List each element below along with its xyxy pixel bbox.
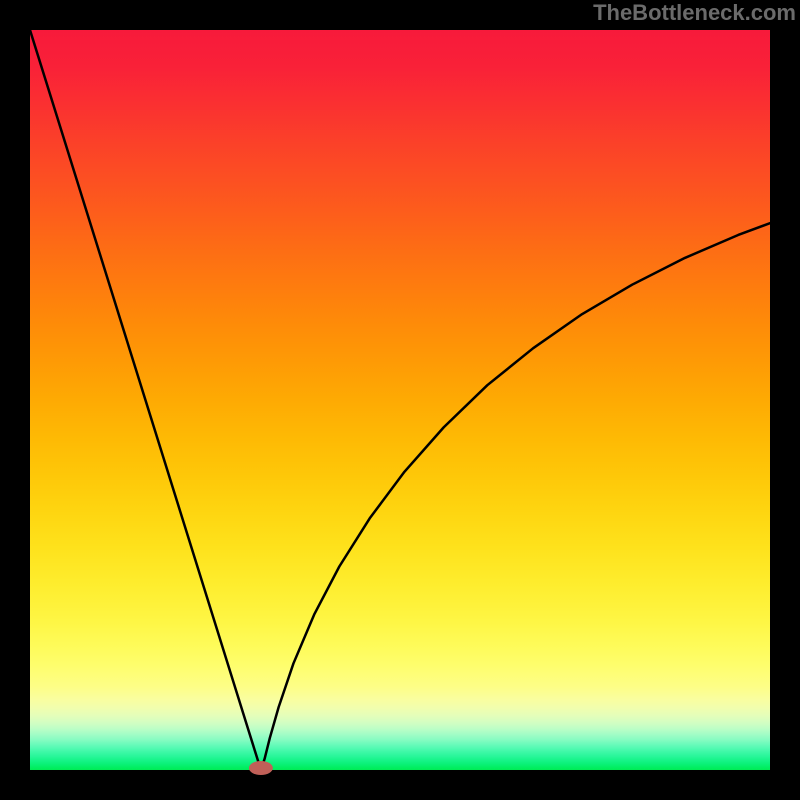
vertex-marker	[249, 761, 273, 775]
plot-gradient-bg	[30, 30, 770, 770]
chart-stage: TheBottleneck.com	[0, 0, 800, 800]
chart-svg	[0, 0, 800, 800]
